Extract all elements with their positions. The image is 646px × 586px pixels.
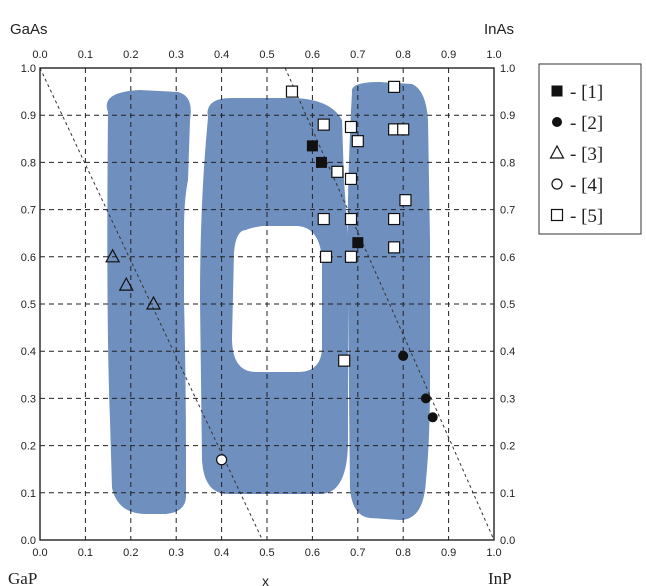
- gap-region-center-void: [232, 226, 322, 372]
- left-y-tick-label: 0.9: [21, 110, 36, 122]
- legend-label-3: - [3]: [570, 144, 603, 165]
- top-x-tick-label: 0.2: [123, 49, 138, 61]
- right-y-tick-label: 1.0: [500, 63, 515, 75]
- top-x-tick-label: 0.6: [305, 49, 320, 61]
- data-point-3: [145, 295, 162, 310]
- data-point-1: [306, 140, 318, 152]
- legend-marker-2: [552, 117, 562, 127]
- data-point-5: [344, 250, 358, 263]
- corner-label-top-left: GaAs: [10, 21, 48, 38]
- data-markers: [105, 80, 438, 466]
- data-point-3: [105, 248, 121, 263]
- top-x-tick-label: 0.0: [32, 49, 47, 61]
- x-axis-label: x: [262, 573, 269, 586]
- legend-marker-5: [550, 208, 564, 222]
- legend-label-4: - [4]: [570, 175, 603, 196]
- left-y-tick-label: 0.7: [21, 205, 36, 217]
- data-point-5: [399, 194, 412, 207]
- data-point-1: [352, 237, 364, 249]
- top-x-tick-label: 0.7: [350, 49, 365, 61]
- corner-label-top-right: InAs: [484, 21, 514, 38]
- left-y-tick-label: 1.0: [21, 63, 36, 75]
- data-point-5: [331, 165, 344, 178]
- data-point-5: [397, 123, 410, 136]
- tick-labels: 0.0 0.1 0.2 0.3 0.4 0.5 0.6 0.7 0.8 0.9 1.00.0 0.1 0…: [21, 49, 516, 559]
- right-y-tick-label: 0.1: [500, 488, 515, 500]
- bottom-x-tick-label: 0.7: [350, 547, 365, 559]
- bottom-x-tick-label: 0.8: [396, 547, 411, 559]
- data-point-2: [398, 350, 409, 361]
- data-point-2: [420, 393, 431, 404]
- legend-marker-4: [551, 178, 563, 190]
- data-point-2: [427, 412, 438, 423]
- top-x-tick-label: 0.1: [78, 49, 93, 61]
- right-y-tick-label: 0.4: [500, 346, 515, 358]
- left-y-tick-label: 0.2: [21, 441, 36, 453]
- left-y-tick-label: 0.4: [21, 346, 36, 358]
- data-point-5: [338, 354, 351, 367]
- bottom-x-tick-label: 1.0: [486, 547, 501, 559]
- data-point-3: [118, 276, 134, 291]
- top-x-tick-label: 0.9: [441, 49, 456, 61]
- data-point-5: [344, 172, 358, 186]
- data-point-5: [317, 118, 330, 131]
- corner-label-bottom-left: GaP: [8, 569, 37, 586]
- top-x-tick-label: 1.0: [486, 49, 501, 61]
- guide-line-2: [284, 67, 495, 541]
- right-y-tick-label: 0.2: [500, 441, 515, 453]
- data-point-5: [388, 212, 401, 226]
- legend-label-2: - [2]: [570, 113, 603, 134]
- top-x-tick-label: 0.8: [396, 49, 411, 61]
- legend-marker-1: [551, 85, 563, 97]
- data-point-5: [317, 212, 330, 226]
- data-point-5: [319, 250, 333, 263]
- right-y-tick-label: 0.6: [500, 252, 515, 264]
- bottom-x-tick-label: 0.6: [305, 547, 320, 559]
- bottom-x-tick-label: 0.5: [259, 547, 274, 559]
- bottom-x-tick-label: 0.2: [123, 547, 138, 559]
- bottom-x-tick-label: 0.9: [441, 547, 456, 559]
- bottom-x-tick-label: 0.0: [32, 547, 47, 559]
- top-x-tick-label: 0.5: [259, 49, 274, 61]
- top-x-tick-label: 0.4: [214, 49, 229, 61]
- data-point-1: [315, 156, 327, 168]
- right-y-tick-label: 0.7: [500, 205, 515, 217]
- legend: - [1] - [2] - [3] - [4] - [5]: [538, 63, 642, 235]
- left-y-tick-label: 0.0: [21, 535, 36, 547]
- left-y-tick-label: 0.3: [21, 393, 36, 405]
- plot-frame: [39, 67, 495, 541]
- data-point-4: [216, 454, 228, 466]
- right-y-tick-label: 0.5: [500, 299, 515, 311]
- data-point-5: [351, 135, 364, 148]
- bottom-x-tick-label: 0.1: [78, 547, 93, 559]
- legend-label-1: - [1]: [570, 82, 603, 103]
- right-y-tick-label: 0.0: [500, 535, 515, 547]
- bottom-x-tick-label: 0.3: [169, 547, 184, 559]
- data-point-5: [388, 80, 401, 93]
- top-x-tick-label: 0.3: [169, 49, 184, 61]
- legend-marker-3: [549, 144, 565, 159]
- bottom-x-tick-label: 0.4: [214, 547, 229, 559]
- data-point-5: [285, 85, 299, 98]
- right-y-tick-label: 0.9: [500, 110, 515, 122]
- data-point-5: [388, 241, 401, 254]
- gap-region-left: [106, 90, 191, 514]
- left-y-tick-label: 0.6: [21, 252, 36, 264]
- right-y-tick-label: 0.3: [500, 393, 515, 405]
- grid-lines: [40, 68, 494, 540]
- left-y-tick-label: 0.1: [21, 488, 36, 500]
- right-y-tick-label: 0.8: [500, 157, 515, 169]
- legend-label-5: - [5]: [570, 206, 603, 227]
- left-y-tick-label: 0.8: [21, 157, 36, 169]
- left-y-tick-label: 0.5: [21, 299, 36, 311]
- data-point-5: [344, 120, 358, 134]
- data-point-5: [344, 212, 358, 226]
- corner-label-bottom-right: InP: [488, 569, 512, 586]
